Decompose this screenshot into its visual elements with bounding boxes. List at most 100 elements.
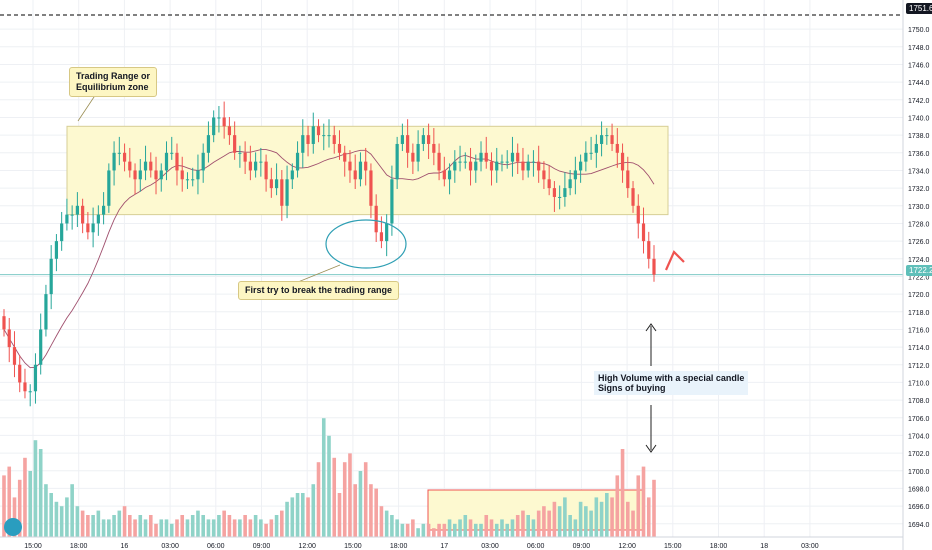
volume-bar [594,497,599,537]
price-tick-label: 1706.0 [908,416,930,423]
volume-bar [411,519,415,537]
volume-bar [615,475,620,537]
volume-bar [112,515,116,537]
volume-bar [390,515,394,537]
volume-bar [65,497,69,537]
candle-body [437,152,441,171]
volume-bar [652,479,656,537]
candle-body [379,232,384,242]
volume-bar [159,519,164,537]
volume-bar [133,519,137,537]
volume-bar [542,506,546,537]
volume-bar [17,479,22,537]
volume-bar [395,519,399,537]
candle-body [269,179,273,189]
price-tick-label: 1744.0 [908,80,930,87]
candle-body [558,196,562,198]
candle-body [400,135,404,144]
price-tick-label: 1736.0 [908,151,930,158]
candle-body [7,329,11,348]
volume-bar [91,515,95,537]
price-tick-label: 1730.0 [908,204,930,211]
volume-bar [49,493,53,537]
candle-body [206,135,211,153]
time-tick-label: 12:00 [298,543,316,550]
tradingview-logo-icon[interactable] [4,518,22,536]
candle-body [647,241,651,259]
volume-bar [86,515,90,537]
volume-bar [201,515,205,537]
candle-body [526,161,530,171]
candle-body [154,170,158,180]
candle-body [238,152,242,154]
volume-bar [232,519,237,537]
volume-bar [117,510,122,537]
price-tick-label: 1746.0 [908,62,930,69]
candle-body [537,161,541,171]
candle-body [86,223,90,233]
volume-bar [563,497,567,537]
candle-body [390,179,394,224]
volume-bar [2,475,6,537]
candle-body [280,179,284,206]
candle-body [75,205,79,215]
volume-bar [510,519,515,537]
price-tick-label: 1734.0 [908,168,930,175]
candle-body [416,143,420,162]
candle-body [65,214,69,224]
volume-bar [473,523,478,537]
candle-body [191,179,195,181]
candle-body [652,258,656,275]
time-tick-label: 15:00 [24,543,42,550]
candle-body [285,179,289,206]
volume-bar [248,519,253,537]
volume-bar [300,493,305,537]
price-tick-label: 1714.0 [908,345,930,352]
volume-bar [505,523,510,537]
candle-body [322,135,326,137]
candle-body [484,152,488,162]
price-tick-label: 1700.0 [908,469,930,476]
volume-bar [578,501,583,537]
price-tick-label: 1698.0 [908,486,930,493]
volume-bar [290,497,295,537]
volume-bar [369,484,373,537]
volume-bar [384,510,389,537]
volume-bar [636,475,641,537]
price-tick-label: 1740.0 [908,115,930,122]
price-tick-label: 1728.0 [908,221,930,228]
price-tick-label: 1712.0 [908,363,930,370]
volume-bar [631,510,635,537]
volume-bar [280,510,284,537]
volume-bar [337,493,342,537]
candle-body [589,152,593,154]
volume-bar [253,515,258,537]
candle-body [332,135,336,144]
volume-bar [138,515,143,537]
volume-bar [264,523,268,537]
candle-body [12,347,17,365]
time-tick-label: 18:00 [390,543,408,550]
volume-bar [259,519,263,537]
volume-bar [196,510,200,537]
volume-bar [531,519,536,537]
candle-body [505,161,509,163]
candle-body [447,170,452,180]
price-tick-label: 1722.0 [908,274,930,281]
volume-bar [426,523,431,537]
volume-bar [70,484,74,537]
candle-body [243,152,247,162]
volume-bar [154,523,158,537]
time-tick-label: 06:00 [207,543,225,550]
price-tick-label: 1720.0 [908,292,930,299]
volume-bar [227,515,232,537]
volume-bar [437,523,441,537]
volume-bar [489,519,494,537]
price-tick-label: 1696.0 [908,504,930,511]
candle-body [468,161,473,171]
volume-bar [379,506,384,537]
candle-body [248,161,252,171]
candle-body [542,170,546,180]
candle-body [552,188,557,197]
